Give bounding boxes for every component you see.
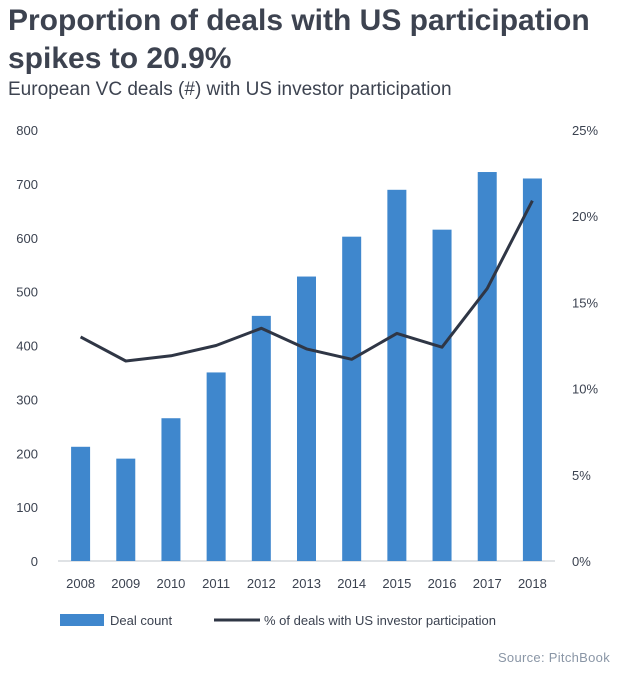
- bar: [161, 418, 181, 561]
- x-axis-tick-label: 2013: [292, 576, 321, 591]
- right-axis-tick-label: 20%: [572, 209, 598, 224]
- left-axis-tick-label: 200: [16, 446, 38, 461]
- legend-label: Deal count: [110, 613, 173, 628]
- legend-swatch-bar: [60, 614, 104, 626]
- right-axis: 0% 5% 10% 15% 20% 25%: [572, 123, 598, 569]
- x-axis-tick-label: 2017: [473, 576, 502, 591]
- left-axis-tick-label: 600: [16, 231, 38, 246]
- x-axis-tick-label: 2010: [156, 576, 185, 591]
- bar: [206, 372, 226, 561]
- x-axis: 2008 2009 2010 2011 2012 2013 2014 2015 2016 2017…: [66, 576, 547, 591]
- bar: [116, 458, 136, 561]
- bar: [297, 276, 316, 561]
- left-axis: 0 100 200 300 400 500 600 700 800: [16, 123, 38, 569]
- x-axis-tick-label: 2016: [428, 576, 457, 591]
- left-axis-tick-label: 100: [16, 500, 38, 515]
- left-axis-tick-label: 0: [31, 554, 38, 569]
- legend-label: % of deals with US investor participatio…: [264, 613, 496, 628]
- bar: [387, 189, 407, 561]
- bar-series: [71, 172, 542, 562]
- bar: [432, 229, 452, 561]
- line-series: [79, 200, 534, 363]
- x-axis-tick-label: 2011: [202, 576, 230, 591]
- chart-subtitle: European VC deals (#) with US investor p…: [8, 79, 452, 100]
- bar: [477, 172, 497, 561]
- x-axis-tick-label: 2014: [337, 576, 366, 591]
- right-axis-tick-label: 0%: [572, 554, 591, 569]
- left-axis-tick-label: 700: [16, 177, 38, 192]
- x-axis-tick-label: 2015: [382, 576, 411, 591]
- left-axis-tick-label: 400: [16, 339, 38, 354]
- bar: [342, 236, 362, 562]
- x-axis-tick-label: 2009: [111, 576, 140, 591]
- right-axis-tick-label: 25%: [572, 123, 598, 138]
- bar: [71, 446, 91, 561]
- left-axis-tick-label: 500: [16, 285, 38, 300]
- bar: [251, 315, 271, 561]
- source-note: Source: PitchBook: [497, 650, 610, 665]
- left-axis-tick-label: 300: [16, 392, 38, 407]
- right-axis-tick-label: 5%: [572, 468, 591, 483]
- bar: [522, 178, 542, 562]
- x-axis-tick-label: 2012: [247, 576, 276, 591]
- x-axis-tick-label: 2008: [66, 576, 95, 591]
- x-axis-tick-label: 2018: [518, 576, 547, 591]
- legend: Deal count % of deals with US investor pa…: [60, 613, 496, 628]
- left-axis-tick-label: 800: [16, 123, 38, 138]
- right-axis-tick-label: 15%: [572, 295, 598, 310]
- chart-title: Proportion of deals with US participatio…: [8, 4, 590, 75]
- right-axis-tick-label: 10%: [572, 382, 598, 397]
